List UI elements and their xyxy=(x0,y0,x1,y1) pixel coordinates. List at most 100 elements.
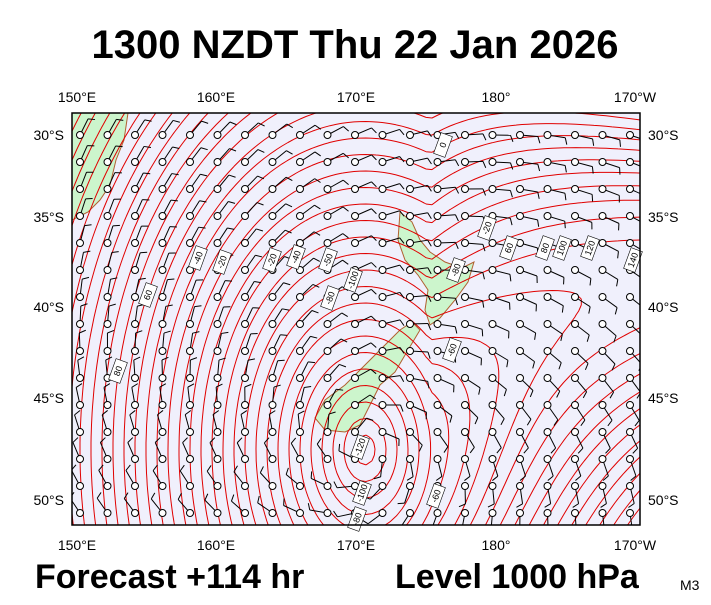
barb-station xyxy=(462,429,469,436)
barb-station xyxy=(434,240,441,247)
barb-station xyxy=(132,240,139,247)
lat-label: 45°S xyxy=(33,390,64,406)
barb-station xyxy=(352,132,359,139)
barb-station xyxy=(599,348,606,355)
barb-station xyxy=(242,456,249,463)
barb-station xyxy=(379,321,386,328)
barb-station xyxy=(462,132,469,139)
barb-station xyxy=(77,375,84,382)
lon-label: 150°E xyxy=(58,537,96,553)
barb-station xyxy=(434,186,441,193)
barb-station xyxy=(242,132,249,139)
barb-station xyxy=(379,213,386,220)
barb-station xyxy=(77,348,84,355)
barb-station xyxy=(434,267,441,274)
barb-station xyxy=(407,267,414,274)
barb-station xyxy=(297,159,304,166)
barb-flag xyxy=(640,336,643,342)
barb-station xyxy=(544,186,551,193)
barb-station xyxy=(77,402,84,409)
barb-station xyxy=(379,240,386,247)
barb-station xyxy=(132,510,139,517)
barb-station xyxy=(104,294,111,301)
barb-station xyxy=(77,186,84,193)
barb-station xyxy=(104,402,111,409)
barb-station xyxy=(627,510,634,517)
barb-station xyxy=(104,456,111,463)
barb-station xyxy=(462,456,469,463)
barb-station xyxy=(269,186,276,193)
barb-station xyxy=(187,240,194,247)
barb-station xyxy=(269,321,276,328)
barb-station xyxy=(599,267,606,274)
barb-station xyxy=(627,186,634,193)
barb-station xyxy=(627,348,634,355)
barb-station xyxy=(544,510,551,517)
barb-station xyxy=(407,402,414,409)
title: 1300 NZDT Thu 22 Jan 2026 xyxy=(92,23,619,67)
barb-station xyxy=(544,402,551,409)
barb-station xyxy=(407,429,414,436)
barb-station xyxy=(297,186,304,193)
barb-station xyxy=(324,456,331,463)
barb-station xyxy=(159,159,166,166)
barb-station xyxy=(324,159,331,166)
barb-station xyxy=(297,348,304,355)
barb-station xyxy=(297,294,304,301)
barb-station xyxy=(489,132,496,139)
barb-station xyxy=(462,348,469,355)
barb-station xyxy=(572,240,579,247)
barb-station xyxy=(269,294,276,301)
barb-station xyxy=(379,375,386,382)
barb-station xyxy=(159,429,166,436)
barb-station xyxy=(77,240,84,247)
barb-station xyxy=(242,240,249,247)
barb-station xyxy=(544,213,551,220)
barb-station xyxy=(627,321,634,328)
barb-station xyxy=(242,159,249,166)
barb-station xyxy=(379,294,386,301)
barb-station xyxy=(572,159,579,166)
barb-station xyxy=(132,132,139,139)
barb-station xyxy=(77,483,84,490)
barb-station xyxy=(187,456,194,463)
barb-station xyxy=(132,348,139,355)
barb-station xyxy=(379,456,386,463)
lon-label: 180° xyxy=(482,89,511,105)
barb-flag xyxy=(643,280,645,287)
barb-station xyxy=(77,213,84,220)
barb-station xyxy=(407,348,414,355)
barb-station xyxy=(214,375,221,382)
barb-flag xyxy=(88,119,95,120)
barb-flag xyxy=(116,146,123,147)
barb-station xyxy=(462,402,469,409)
barb-station xyxy=(159,375,166,382)
barb-station xyxy=(77,429,84,436)
barb-station xyxy=(104,213,111,220)
barb-station xyxy=(214,321,221,328)
barb-flag xyxy=(598,531,604,534)
barb-station xyxy=(242,294,249,301)
barb-station xyxy=(627,429,634,436)
barb-station xyxy=(379,267,386,274)
barb-station xyxy=(242,483,249,490)
barb-station xyxy=(297,132,304,139)
barb-station xyxy=(599,402,606,409)
barb-station xyxy=(407,456,414,463)
barb-station xyxy=(214,402,221,409)
barb-station xyxy=(77,321,84,328)
barb-station xyxy=(544,348,551,355)
barb-station xyxy=(324,375,331,382)
barb-station xyxy=(324,186,331,193)
barb-station xyxy=(489,429,496,436)
barb-station xyxy=(572,186,579,193)
barb-station xyxy=(324,321,331,328)
barb-station xyxy=(379,510,386,517)
barb-station xyxy=(159,132,166,139)
barb-station xyxy=(159,294,166,301)
barb-station xyxy=(242,402,249,409)
barb-station xyxy=(187,213,194,220)
barb-station xyxy=(544,267,551,274)
barb-station xyxy=(599,483,606,490)
barb-station xyxy=(544,132,551,139)
